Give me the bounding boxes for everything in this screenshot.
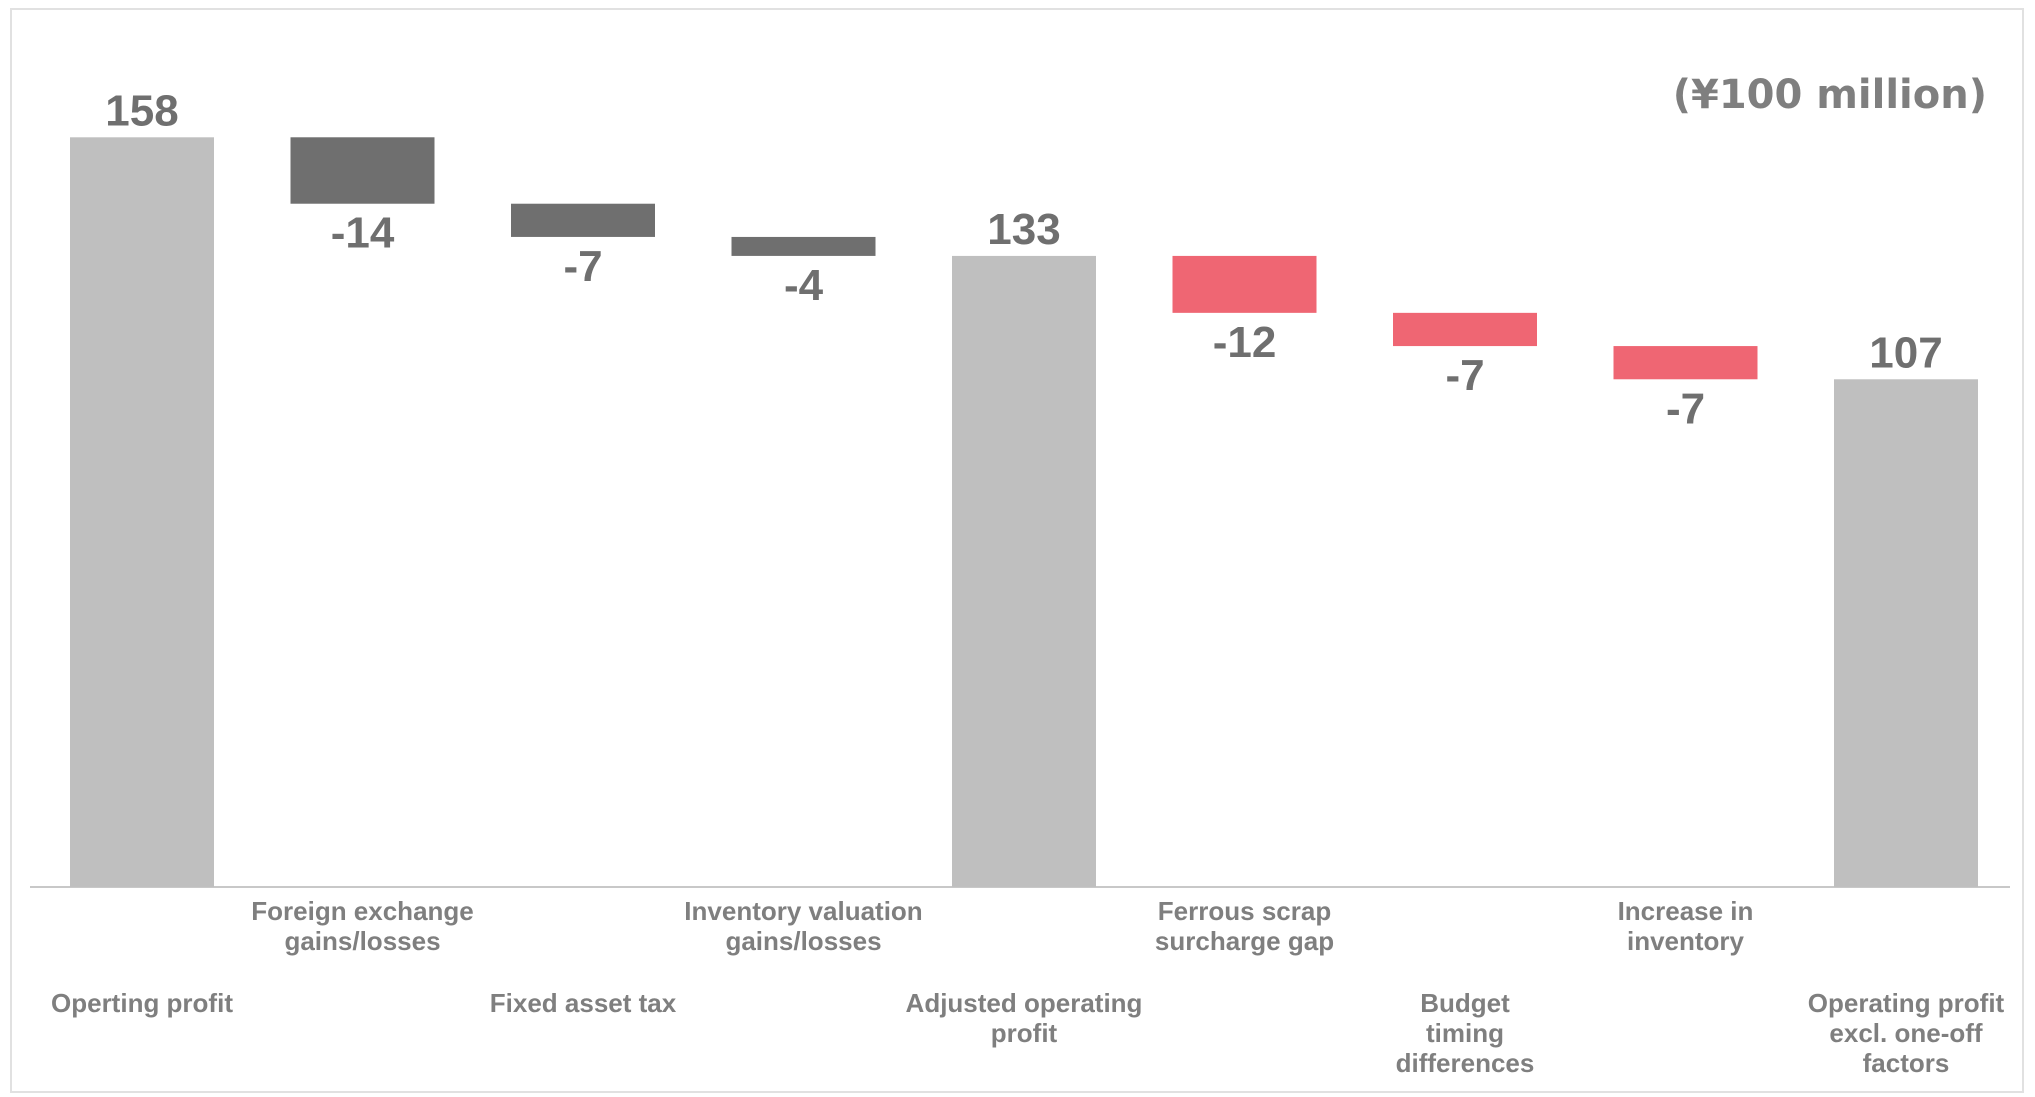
category-label: Budget timing differences xyxy=(1396,988,1535,1078)
category-label-line: excl. one-off xyxy=(1829,1018,1982,1048)
change-bar xyxy=(511,203,655,237)
category-label: Ferrous scrap surcharge gap xyxy=(1155,896,1334,956)
category-label-line: differences xyxy=(1396,1048,1535,1078)
category-label: Operting profit xyxy=(51,988,233,1018)
category-label-line: Foreign exchange xyxy=(251,896,474,926)
bars-group xyxy=(70,137,1978,888)
value-label: 107 xyxy=(1869,328,1942,377)
category-label: Operating profit excl. one-off factors xyxy=(1808,988,2005,1078)
category-label-line: Operting profit xyxy=(51,988,233,1018)
category-label-line: Increase in xyxy=(1618,896,1754,926)
change-bar xyxy=(731,236,876,256)
value-label: -4 xyxy=(784,261,824,310)
value-labels-group: 158 -14 -7 -4 133 -12 -7 -7 107 xyxy=(105,86,1942,433)
category-label: Adjusted operating profit xyxy=(906,988,1143,1048)
category-label-line: factors xyxy=(1863,1048,1950,1078)
total-bar xyxy=(70,137,214,887)
value-label: -12 xyxy=(1213,318,1277,367)
category-label-line: surcharge gap xyxy=(1155,926,1334,956)
change-bar xyxy=(1393,312,1537,347)
change-bar xyxy=(1172,255,1317,313)
category-label-line: Fixed asset tax xyxy=(490,988,677,1018)
category-label-line: Adjusted operating xyxy=(906,988,1143,1018)
category-label: Increase in inventory xyxy=(1618,896,1754,956)
value-label: -14 xyxy=(331,209,395,258)
change-bar xyxy=(290,137,435,204)
category-label-line: Budget xyxy=(1420,988,1510,1018)
unit-label: (¥100 million) xyxy=(1673,72,1987,118)
category-label-line: Operating profit xyxy=(1808,988,2005,1018)
category-label: Fixed asset tax xyxy=(490,988,677,1018)
category-label-line: Ferrous scrap xyxy=(1158,896,1331,926)
category-label: Inventory valuation gains/losses xyxy=(684,896,922,956)
total-bar xyxy=(1834,379,1978,887)
category-label-line: gains/losses xyxy=(284,926,440,956)
chart-frame: (¥100 million) 158 -14 -7 -4 133 -12 -7 -7 107 O… xyxy=(10,8,2024,1093)
category-label-line: Inventory valuation xyxy=(684,896,922,926)
change-bar xyxy=(1613,346,1758,380)
waterfall-chart: (¥100 million) 158 -14 -7 -4 133 -12 -7 -7 107 O… xyxy=(30,72,2010,1078)
value-label: 133 xyxy=(987,205,1060,254)
value-label: 158 xyxy=(105,86,178,135)
category-label-line: inventory xyxy=(1627,926,1745,956)
category-label-line: timing xyxy=(1426,1018,1504,1048)
value-label: -7 xyxy=(563,242,602,291)
category-label: Foreign exchange gains/losses xyxy=(251,896,474,956)
value-label: -7 xyxy=(1666,384,1705,433)
category-label-line: gains/losses xyxy=(725,926,881,956)
total-bar xyxy=(952,255,1096,888)
value-label: -7 xyxy=(1445,351,1484,400)
category-label-line: profit xyxy=(991,1018,1058,1048)
